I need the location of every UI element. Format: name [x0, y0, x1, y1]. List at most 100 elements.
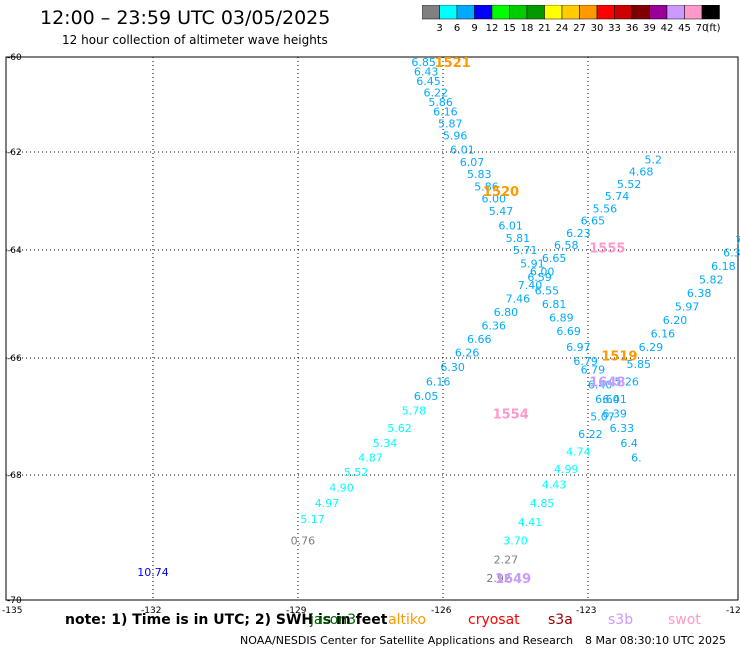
- scale-tick-label: 45: [678, 23, 691, 34]
- wave-height-value: 5.86: [474, 180, 499, 193]
- scale-tick-label: 39: [643, 23, 656, 34]
- footer-note: note: 1) Time is in UTC; 2) SWH is in fe…: [65, 612, 388, 628]
- wave-height-value: 6.01: [450, 144, 475, 157]
- wave-height-value: 6.07: [460, 156, 485, 169]
- wave-height-value: 5.34: [373, 437, 398, 450]
- pass-time-label: 1648: [589, 375, 625, 390]
- scale-tick-label: 21: [538, 23, 551, 34]
- scale-tick-label: 6: [454, 23, 460, 34]
- wave-height-value: 5.56: [593, 202, 618, 215]
- wave-height-value: 5.71: [513, 244, 538, 257]
- wave-height-value: 6.85: [411, 56, 436, 69]
- timestamp: 8 Mar 08:30:10 UTC 2025: [585, 634, 726, 647]
- wave-height-value: 4.97: [315, 497, 340, 510]
- wave-height-value: 2.27: [494, 553, 519, 566]
- wave-height-value: 6.22: [578, 428, 603, 441]
- wave-height-value: 6.20: [663, 314, 688, 327]
- wave-height-value: 4.74: [566, 446, 591, 459]
- wave-height-value: 4.68: [629, 166, 654, 179]
- wave-height-value: 6.43: [414, 65, 439, 78]
- wave-height-value: 4.99: [554, 463, 579, 476]
- scale-tick-label: 12: [486, 23, 499, 34]
- wave-height-value: 6.36: [482, 320, 507, 333]
- wave-height-value: 5.74: [605, 190, 630, 203]
- wave-height-value: 6.29: [639, 341, 664, 354]
- y-tick-label: -68: [7, 471, 22, 481]
- wave-height-value: 6.30: [440, 361, 465, 374]
- sat-cryosat: cryosat: [468, 612, 520, 628]
- x-tick-label: -123: [576, 606, 596, 616]
- pass-time-label: 1519: [601, 349, 637, 364]
- wave-height-value: 6.79: [581, 364, 606, 377]
- wave-height-value: 6.16: [426, 375, 451, 388]
- wave-height-value: 5.85: [627, 358, 652, 371]
- wave-height-value: 4.87: [358, 451, 383, 464]
- wave-height-value: 4.43: [542, 478, 567, 491]
- wave-height-value: 4.90: [329, 482, 354, 495]
- y-tick-label: -64: [7, 246, 22, 256]
- scale-tick-label: 15: [503, 23, 516, 34]
- sat-s3a: s3a: [548, 612, 573, 628]
- wave-height-value: 6.01: [498, 220, 523, 233]
- wave-height-value: 5.78: [402, 405, 427, 418]
- x-tick-label: -132: [141, 606, 161, 616]
- wave-height-value: 5.07: [590, 411, 615, 424]
- wave-height-value: 5.47: [489, 205, 514, 218]
- wave-height-value: 6.39: [602, 408, 627, 421]
- wave-height-value: 10.74: [137, 566, 169, 579]
- wave-height-value: 5.2: [645, 153, 663, 166]
- wave-height-value: 5.17: [300, 513, 325, 526]
- y-tick-label: -66: [7, 354, 22, 364]
- wave-height-value: 6.41: [602, 393, 627, 406]
- color-scale-legend: 3 6 9 12 15 18 21 24 27 30 33 36 39 42 45 70(ft): [422, 5, 721, 34]
- wave-height-value: 5.81: [506, 232, 531, 245]
- y-tick-label: -60: [7, 53, 22, 63]
- wave-height-value: 6.89: [549, 312, 574, 325]
- wave-height-value: 0.76: [291, 535, 316, 548]
- scale-tick-label: 36: [626, 23, 639, 34]
- wave-height-value: 6.23: [566, 227, 591, 240]
- scale-unit: (ft): [706, 23, 721, 34]
- wave-height-value: 7.27: [735, 234, 740, 247]
- wave-height-value: 6.81: [542, 298, 567, 311]
- wave-height-value: 3.70: [503, 535, 528, 548]
- wave-height-value: 5.97: [675, 301, 700, 314]
- chart-subtitle: 12 hour collection of altimeter wave hei…: [62, 33, 328, 47]
- wave-height-value: 6.16: [433, 106, 458, 119]
- x-tick-label: -126: [431, 606, 452, 616]
- wave-height-value: 6.: [631, 451, 642, 464]
- wave-height-value: 6.05: [414, 390, 439, 403]
- wave-height-value: 6.66: [467, 333, 492, 346]
- y-tick-label: -62: [7, 148, 22, 158]
- wave-height-value: 6.26: [455, 347, 480, 360]
- scale-tick-label: 3: [436, 23, 442, 34]
- pass-time-label: 1649: [495, 572, 531, 587]
- pass-time-label: 1555: [589, 242, 625, 257]
- wave-height-value: 6.59: [527, 271, 552, 284]
- scale-tick-label: 18: [521, 23, 534, 34]
- sat-s3b: s3b: [608, 612, 634, 628]
- wave-height-value: 6.39: [723, 247, 740, 260]
- wave-height-value: 5.87: [438, 118, 463, 131]
- wave-height-value: 7.40: [518, 279, 543, 292]
- wave-height-value: 6.60: [595, 393, 620, 406]
- wave-height-value: 6.79: [573, 355, 598, 368]
- scale-tick-label: 42: [661, 23, 674, 34]
- wave-height-value: 6.00: [482, 193, 507, 206]
- wave-height-value: 6.00: [530, 266, 555, 279]
- pass-time-label: 1521: [435, 56, 471, 71]
- scale-tick-label: 9: [471, 23, 477, 34]
- plot-frame: [5, 56, 739, 601]
- wave-height-value: 6.33: [610, 422, 635, 435]
- wave-height-value: 5.26: [614, 375, 639, 388]
- pass-time-label: 1520: [483, 185, 519, 200]
- pass-time-label: 1554: [493, 408, 529, 423]
- chart-title: 12:00 – 23:59 UTC 03/05/2025: [40, 7, 331, 29]
- wave-height-value: 5.83: [467, 168, 492, 181]
- wave-height-value: 5.82: [699, 274, 724, 287]
- wave-height-value: 5.91: [520, 258, 545, 271]
- sat-altiko: altiko: [388, 612, 427, 628]
- scale-tick-label: 30: [591, 23, 604, 34]
- sat-jason3: jason3: [310, 612, 357, 628]
